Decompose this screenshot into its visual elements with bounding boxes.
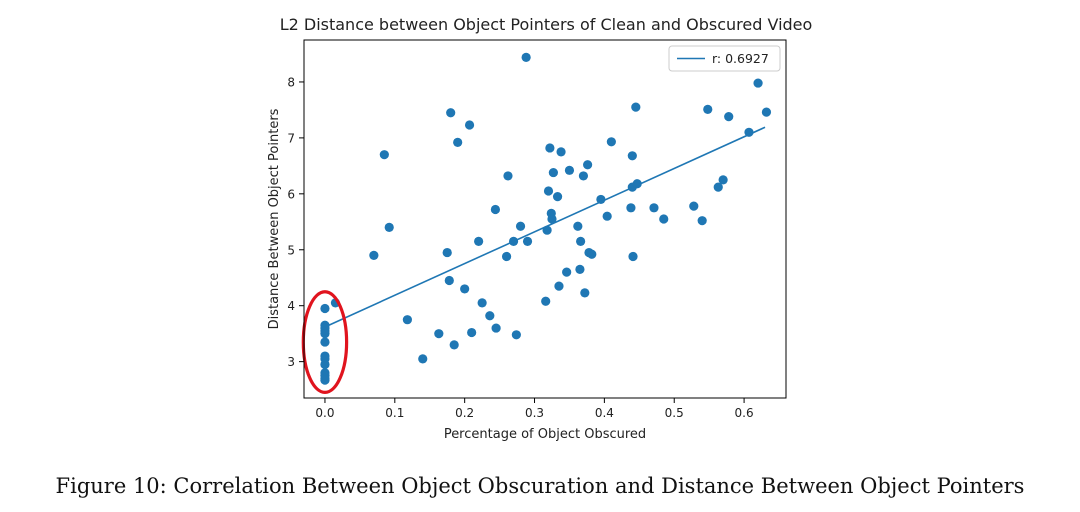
plot-frame xyxy=(303,39,787,399)
data-point xyxy=(418,354,428,364)
data-point xyxy=(485,311,495,321)
chart-title: L2 Distance between Object Pointers of C… xyxy=(280,15,813,34)
data-point xyxy=(474,236,484,246)
y-axis-ticks: 3 4 5 6 7 8 xyxy=(287,75,304,369)
data-point xyxy=(384,222,394,232)
data-point xyxy=(402,315,412,325)
data-point xyxy=(449,340,459,350)
legend-box xyxy=(668,45,781,72)
data-point xyxy=(576,236,586,246)
data-point xyxy=(606,137,616,147)
data-point xyxy=(649,203,659,213)
y-tick-label: 8 xyxy=(287,75,295,89)
x-tick-label: 0.6 xyxy=(735,406,754,420)
data-point xyxy=(596,194,606,205)
y-axis-label: Distance Between Object Pointers xyxy=(267,108,282,329)
figure-caption: Figure 10: Correlation Between Object Ob… xyxy=(55,474,1025,498)
data-point xyxy=(761,107,772,117)
data-point xyxy=(753,78,763,88)
data-point xyxy=(320,359,330,370)
y-tick-label: 7 xyxy=(287,131,295,145)
data-point xyxy=(631,102,641,112)
x-tick-label: 0.4 xyxy=(595,406,614,420)
data-point xyxy=(545,143,555,153)
data-point xyxy=(703,104,713,114)
data-point xyxy=(477,298,487,308)
data-point xyxy=(460,284,470,294)
data-point xyxy=(434,329,444,339)
legend: r: 0.6927 xyxy=(668,45,781,72)
data-point xyxy=(628,251,638,262)
legend-entry: r: 0.6927 xyxy=(712,51,769,66)
data-point xyxy=(659,214,669,224)
data-point xyxy=(713,182,723,192)
data-point xyxy=(556,147,566,157)
data-point xyxy=(320,329,330,339)
x-axis-ticks: 0.0 0.1 0.2 0.3 0.4 0.5 0.6 xyxy=(315,398,754,420)
data-point xyxy=(515,221,526,231)
x-tick-label: 0.0 xyxy=(315,406,334,420)
data-point xyxy=(511,330,521,340)
data-point xyxy=(464,120,475,130)
fit-line xyxy=(324,126,766,328)
data-point xyxy=(543,186,554,196)
y-tick-label: 5 xyxy=(287,243,295,257)
data-point xyxy=(697,216,707,226)
data-point xyxy=(564,165,575,175)
data-point xyxy=(626,203,636,213)
data-point xyxy=(573,221,583,231)
data-point xyxy=(369,250,379,260)
data-point xyxy=(467,327,477,338)
annotation-layer xyxy=(301,290,349,395)
data-point xyxy=(583,160,593,170)
data-point xyxy=(442,247,452,258)
data-points xyxy=(320,52,772,385)
data-point xyxy=(320,375,330,385)
fit-line-layer xyxy=(324,126,766,328)
data-point xyxy=(501,251,512,262)
data-point xyxy=(490,204,501,215)
data-point xyxy=(554,281,564,291)
data-point xyxy=(548,167,558,178)
x-axis-label: Percentage of Object Obscured xyxy=(444,427,646,442)
data-point xyxy=(320,303,330,314)
data-point xyxy=(602,211,612,221)
x-tick-label: 0.1 xyxy=(385,406,404,420)
data-point xyxy=(453,137,463,147)
x-tick-label: 0.2 xyxy=(455,406,474,420)
data-point xyxy=(547,214,557,224)
x-tick-label: 0.5 xyxy=(665,406,684,420)
data-point xyxy=(552,192,563,202)
data-point xyxy=(491,323,501,333)
data-point xyxy=(689,201,699,211)
data-point xyxy=(627,151,637,161)
y-tick-label: 3 xyxy=(287,355,295,369)
data-point xyxy=(718,175,728,185)
data-point xyxy=(744,127,754,137)
data-point xyxy=(580,288,590,298)
data-point xyxy=(446,108,456,118)
data-point xyxy=(444,275,454,286)
data-point xyxy=(521,52,531,62)
data-point xyxy=(379,150,389,160)
data-point xyxy=(562,267,572,277)
highlight-ellipse xyxy=(301,290,349,395)
x-tick-label: 0.3 xyxy=(525,406,544,420)
data-point xyxy=(724,112,734,122)
data-point xyxy=(541,296,551,306)
data-point xyxy=(575,264,585,274)
data-point xyxy=(578,171,589,181)
data-point xyxy=(320,337,330,347)
data-point xyxy=(503,171,513,181)
y-tick-label: 6 xyxy=(287,187,295,201)
data-point xyxy=(587,249,597,259)
y-tick-label: 4 xyxy=(287,299,295,313)
data-point xyxy=(522,236,533,246)
